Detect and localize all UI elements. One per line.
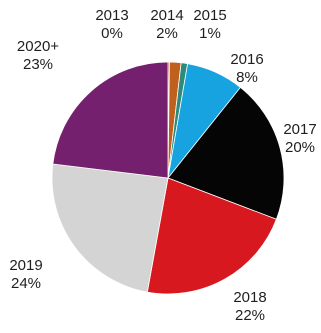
- slice-percent: 22%: [235, 307, 265, 324]
- slice-label-2013: 2013 0%: [95, 7, 128, 42]
- pie-slices: [51, 61, 285, 295]
- slice-label-2020-plus: 2020+ 23%: [17, 38, 59, 73]
- slice-category: 2013: [95, 7, 128, 24]
- slice-percent: 0%: [101, 25, 123, 42]
- pie-slice-2017: [167, 86, 285, 220]
- slice-label-2014: 2014 2%: [150, 7, 183, 42]
- slice-percent: 24%: [11, 275, 41, 292]
- slice-category: 2016: [230, 51, 263, 68]
- slice-category: 2015: [193, 7, 226, 24]
- slice-label-2016: 2016 8%: [230, 51, 263, 86]
- slice-label-2019: 2019 24%: [9, 257, 42, 292]
- slice-label-2015: 2015 1%: [193, 7, 226, 42]
- pie-slice-2019: [51, 163, 169, 293]
- slice-percent: 8%: [236, 69, 258, 86]
- slice-percent: 20%: [285, 139, 315, 156]
- slice-label-2018: 2018 22%: [233, 289, 266, 324]
- pie-slice-2018: [146, 177, 277, 295]
- slice-percent: 23%: [23, 56, 53, 73]
- slice-category: 2020+: [17, 38, 59, 55]
- slice-percent: 2%: [156, 25, 178, 42]
- slice-label-2017: 2017 20%: [283, 121, 316, 156]
- pie-slice-2020-plus: [52, 61, 169, 179]
- slice-category: 2018: [233, 289, 266, 306]
- slice-category: 2017: [283, 121, 316, 138]
- slice-percent: 1%: [199, 25, 221, 42]
- slice-category: 2019: [9, 257, 42, 274]
- slice-category: 2014: [150, 7, 183, 24]
- pie-labels: 2013 0%2014 2%2015 1%2016 8%2017 20%2018 22%20…: [9, 7, 316, 324]
